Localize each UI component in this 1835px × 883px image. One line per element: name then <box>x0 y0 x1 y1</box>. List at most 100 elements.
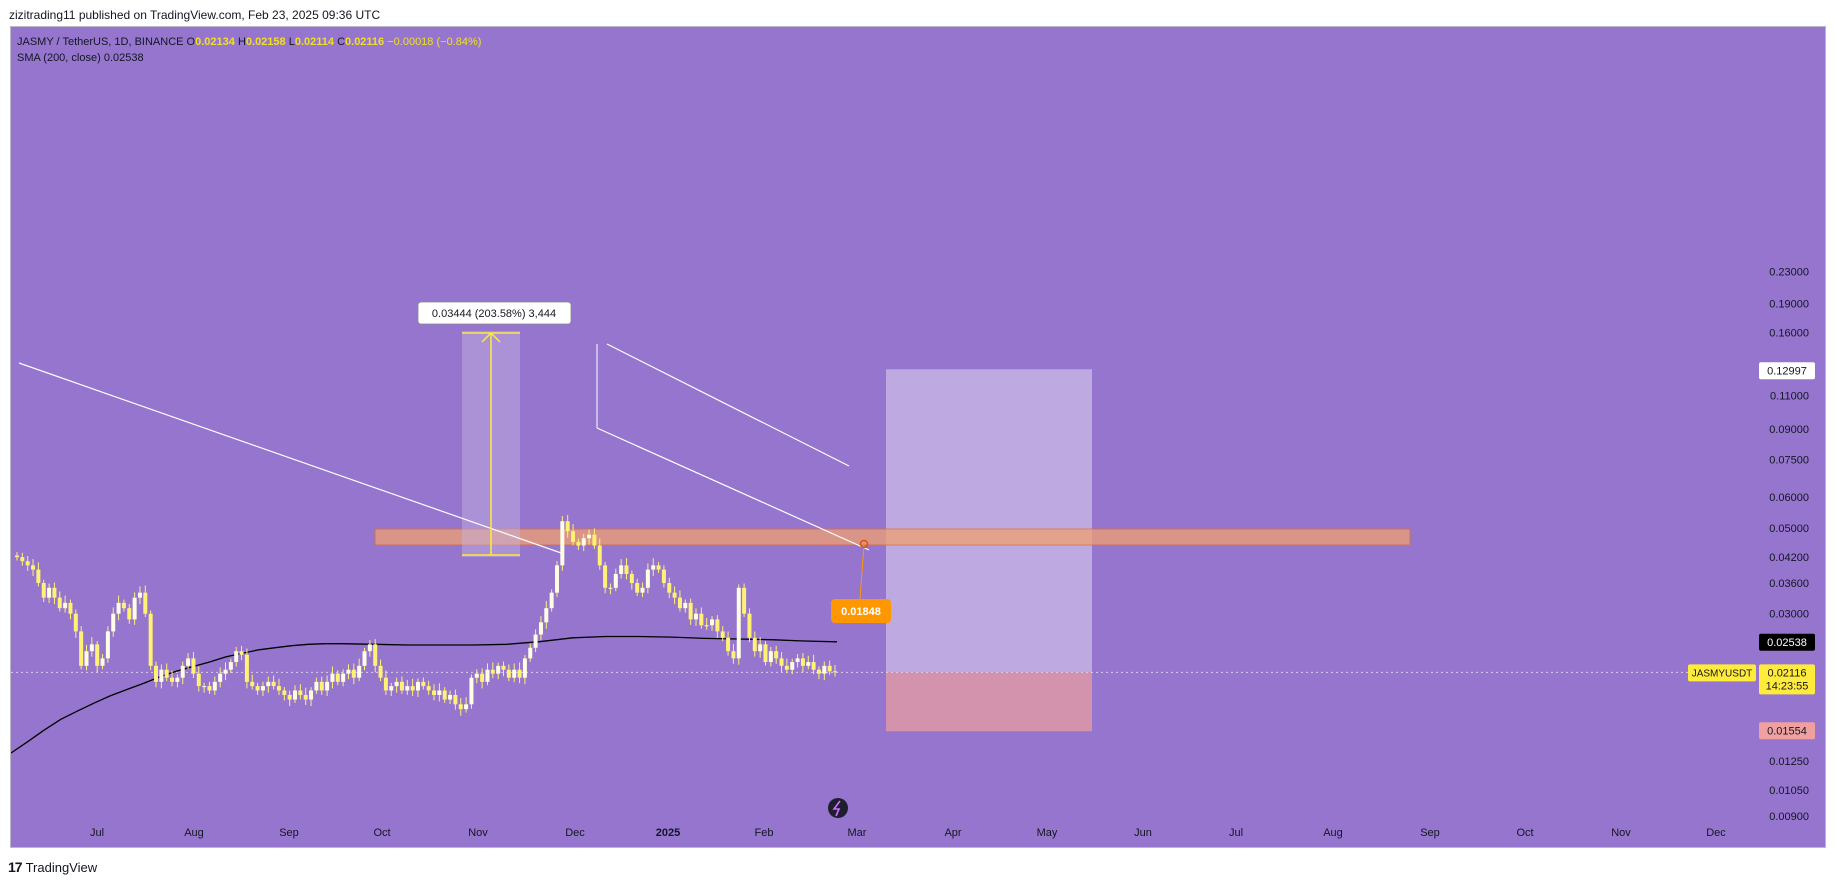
candle[interactable] <box>330 666 335 689</box>
candle[interactable] <box>603 562 608 594</box>
marker-point-icon[interactable] <box>859 539 869 549</box>
candle[interactable] <box>159 664 164 689</box>
candle[interactable] <box>528 643 533 662</box>
candle[interactable] <box>405 679 410 695</box>
candle[interactable] <box>517 662 522 684</box>
candle[interactable] <box>57 591 62 612</box>
sma-indicator-label[interactable]: SMA (200, close) <box>17 52 101 64</box>
candle[interactable] <box>448 690 453 704</box>
support-zone-rect[interactable] <box>374 528 1411 546</box>
candle[interactable] <box>480 668 485 689</box>
candle[interactable] <box>399 676 404 694</box>
candle[interactable] <box>276 678 281 695</box>
candle[interactable] <box>693 608 698 626</box>
candle[interactable] <box>154 661 159 688</box>
candle[interactable] <box>432 684 437 701</box>
target-profit-box[interactable] <box>886 369 1092 673</box>
candle[interactable] <box>20 552 25 566</box>
candle[interactable] <box>293 685 298 703</box>
candle[interactable] <box>784 658 789 674</box>
candle[interactable] <box>357 658 362 682</box>
candle[interactable] <box>234 646 239 667</box>
candle[interactable] <box>346 664 351 680</box>
candle[interactable] <box>367 640 372 657</box>
candle[interactable] <box>779 652 784 673</box>
candle[interactable] <box>271 675 276 690</box>
candle[interactable] <box>143 585 148 618</box>
candle[interactable] <box>73 609 78 638</box>
candle[interactable] <box>677 590 682 612</box>
candle[interactable] <box>833 664 837 677</box>
candle[interactable] <box>426 680 431 695</box>
candle[interactable] <box>351 663 356 685</box>
candle[interactable] <box>202 682 207 693</box>
candle[interactable] <box>196 666 201 692</box>
replay-lightning-icon[interactable] <box>828 798 848 818</box>
candle[interactable] <box>704 618 709 630</box>
candle[interactable] <box>244 648 249 689</box>
candle[interactable] <box>164 663 169 682</box>
candle[interactable] <box>223 662 228 681</box>
candle[interactable] <box>522 655 527 685</box>
candle[interactable] <box>715 615 720 638</box>
candle[interactable] <box>362 647 367 671</box>
candle[interactable] <box>661 565 666 588</box>
candle[interactable] <box>560 515 565 571</box>
candle[interactable] <box>335 670 340 686</box>
candle[interactable] <box>170 670 175 687</box>
candle[interactable] <box>747 608 752 643</box>
candle[interactable] <box>790 658 795 675</box>
candle[interactable] <box>587 529 592 545</box>
candle[interactable] <box>672 586 677 605</box>
candle[interactable] <box>800 653 805 673</box>
candle[interactable] <box>314 677 319 694</box>
candle[interactable] <box>63 595 68 613</box>
candle[interactable] <box>389 682 394 696</box>
candle[interactable] <box>710 616 715 631</box>
candle[interactable] <box>806 655 811 670</box>
candle[interactable] <box>287 690 292 707</box>
candle[interactable] <box>571 523 576 546</box>
candle[interactable] <box>816 666 821 680</box>
candle[interactable] <box>260 681 265 696</box>
candle[interactable] <box>79 626 84 670</box>
candle[interactable] <box>629 570 634 590</box>
candle[interactable] <box>89 637 94 657</box>
candle[interactable] <box>68 599 73 620</box>
candle[interactable] <box>496 662 501 680</box>
sma-200-line[interactable] <box>11 635 838 754</box>
candle[interactable] <box>506 664 511 682</box>
candle[interactable] <box>421 677 426 690</box>
candle[interactable] <box>490 662 495 679</box>
candle[interactable] <box>191 652 196 679</box>
candle[interactable] <box>768 646 773 667</box>
candle[interactable] <box>811 654 816 675</box>
candle[interactable] <box>282 687 287 701</box>
candle[interactable] <box>132 592 137 625</box>
candle[interactable] <box>774 645 779 664</box>
candle[interactable] <box>319 676 324 695</box>
candle[interactable] <box>795 654 800 668</box>
candle[interactable] <box>15 552 19 561</box>
candle[interactable] <box>651 558 656 577</box>
candle[interactable] <box>266 676 271 693</box>
candle[interactable] <box>95 641 100 673</box>
candle[interactable] <box>512 663 517 683</box>
candle[interactable] <box>656 562 661 573</box>
candle[interactable] <box>736 584 741 665</box>
candle[interactable] <box>822 661 827 681</box>
candle[interactable] <box>84 644 89 671</box>
candle[interactable] <box>544 600 549 629</box>
candle[interactable] <box>597 538 602 570</box>
candle[interactable] <box>752 631 757 657</box>
candle[interactable] <box>699 607 704 629</box>
chart-frame[interactable]: 0.03444 (203.58%) 3,444 0.01848 0.23000 0.… <box>10 26 1826 848</box>
candle[interactable] <box>635 578 640 597</box>
candle[interactable] <box>127 603 132 624</box>
candle[interactable] <box>469 674 474 709</box>
candle[interactable] <box>608 583 613 595</box>
candle[interactable] <box>228 658 233 674</box>
candle[interactable] <box>437 683 442 702</box>
candle[interactable] <box>31 559 36 577</box>
candle[interactable] <box>255 682 260 695</box>
